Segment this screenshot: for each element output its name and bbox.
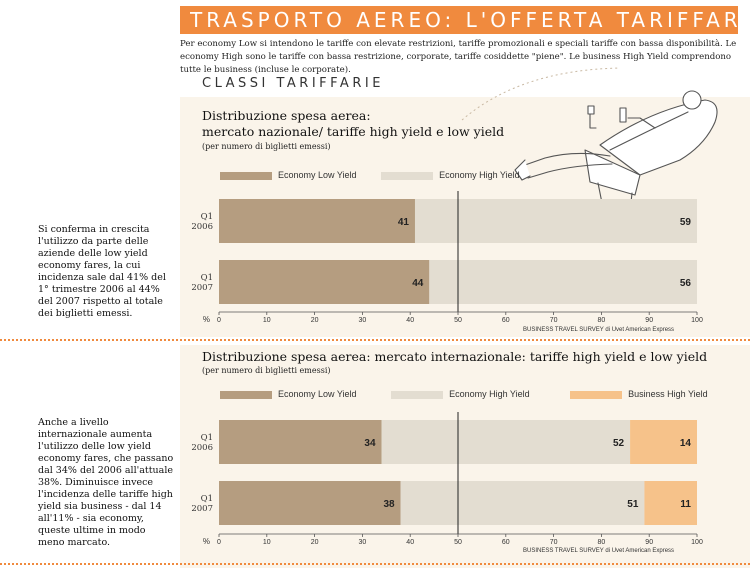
- x-tick-label: 20: [311, 539, 319, 546]
- chart2-subtitle: (per numero di biglietti emessi): [202, 366, 331, 375]
- x-tick-label: 30: [359, 317, 367, 324]
- bar: [630, 420, 697, 464]
- data-label: 51: [627, 499, 639, 510]
- commentary-international: Anche a livello internazionale aumenta l…: [38, 417, 174, 548]
- category-label: Q1: [201, 494, 213, 504]
- x-tick-label: 20: [311, 317, 319, 324]
- title-banner: [180, 6, 738, 34]
- bar: [219, 481, 401, 525]
- data-label: 38: [384, 499, 396, 510]
- data-label: 59: [680, 217, 692, 228]
- legend-label: Economy High Yield: [449, 389, 530, 399]
- legend-swatch: [220, 390, 272, 399]
- data-label: 41: [398, 217, 410, 228]
- chart2-title: Distribuzione spesa aerea: mercato inter…: [202, 349, 708, 364]
- axis-unit: %: [203, 537, 210, 546]
- bottom-divider: [0, 563, 750, 565]
- legend-label: Business High Yield: [628, 389, 708, 399]
- category-label: Q1: [201, 273, 213, 283]
- x-tick-label: 100: [691, 539, 703, 546]
- category-label: Q1: [201, 433, 213, 443]
- legend-swatch: [570, 390, 623, 399]
- bar: [644, 481, 697, 525]
- bar: [219, 420, 382, 464]
- legend-swatch: [381, 171, 434, 180]
- data-label: 44: [412, 278, 424, 289]
- x-tick-label: 0: [217, 317, 221, 324]
- legend-swatch: [220, 171, 272, 180]
- chart2-legend: Economy Low Yield Economy High Yield Bus…: [220, 389, 730, 401]
- section-title: CLASSI TARIFFARIE: [202, 76, 384, 91]
- x-tick-label: 40: [406, 539, 414, 546]
- legend-item: Economy Low Yield: [220, 389, 357, 399]
- section-divider: [0, 339, 750, 341]
- axis-unit: %: [203, 315, 210, 324]
- x-tick-label: 0: [217, 539, 221, 546]
- x-tick-label: 80: [598, 539, 606, 546]
- commentary-national: Si conferma in crescita l'utilizzo da pa…: [38, 224, 166, 319]
- legend-item: Economy Low Yield: [220, 170, 357, 180]
- x-tick-label: 70: [550, 539, 558, 546]
- x-tick-label: 60: [502, 317, 510, 324]
- legend-label: Economy Low Yield: [278, 170, 357, 180]
- chart1-source: BUSINESS TRAVEL SURVEY di Uvet American …: [523, 327, 675, 333]
- x-tick-label: 50: [454, 317, 462, 324]
- bar: [219, 199, 415, 243]
- category-label: 2007: [191, 504, 213, 514]
- legend-label: Economy High Yield: [439, 170, 520, 180]
- x-tick-label: 90: [645, 317, 653, 324]
- legend-item: Economy High Yield: [391, 389, 530, 399]
- x-tick-label: 100: [691, 317, 703, 324]
- bar: [381, 420, 631, 464]
- x-tick-label: 10: [263, 539, 271, 546]
- bar: [429, 260, 697, 304]
- bar: [414, 199, 697, 243]
- category-label: 2006: [191, 443, 213, 453]
- legend-swatch: [391, 390, 444, 399]
- x-tick-label: 60: [502, 539, 510, 546]
- definition-note: Per economy Low si intendono le tariffe …: [180, 39, 737, 75]
- bar: [400, 481, 645, 525]
- x-tick-label: 90: [645, 539, 653, 546]
- chart2-source: BUSINESS TRAVEL SURVEY di Uvet American …: [523, 548, 675, 554]
- x-tick-label: 30: [359, 539, 367, 546]
- bar: [219, 260, 430, 304]
- data-label: 11: [680, 499, 691, 510]
- legend-label: Economy Low Yield: [278, 389, 357, 399]
- data-label: 34: [364, 438, 376, 449]
- legend-item: Economy High Yield: [381, 170, 520, 180]
- x-tick-label: 40: [406, 317, 414, 324]
- category-label: 2007: [191, 283, 213, 293]
- chart1-title-line1: Distribuzione spesa aerea:: [202, 108, 371, 123]
- chart1-legend: Economy Low Yield Economy High Yield: [220, 170, 542, 182]
- page-title: TRASPORTO AEREO: L'OFFERTA TARIFFARIA: [190, 8, 738, 32]
- chart1-title-line2: mercato nazionale/ tariffe high yield e …: [202, 124, 505, 139]
- chart1-subtitle: (per numero di biglietti emessi): [202, 142, 331, 151]
- legend-item: Business High Yield: [570, 389, 708, 399]
- data-label: 14: [680, 438, 692, 449]
- x-tick-label: 50: [454, 539, 462, 546]
- data-label: 52: [613, 438, 625, 449]
- x-tick-label: 70: [550, 317, 558, 324]
- x-tick-label: 80: [598, 317, 606, 324]
- category-label: Q1: [201, 212, 213, 222]
- category-label: 2006: [191, 222, 213, 232]
- x-tick-label: 10: [263, 317, 271, 324]
- data-label: 56: [680, 278, 692, 289]
